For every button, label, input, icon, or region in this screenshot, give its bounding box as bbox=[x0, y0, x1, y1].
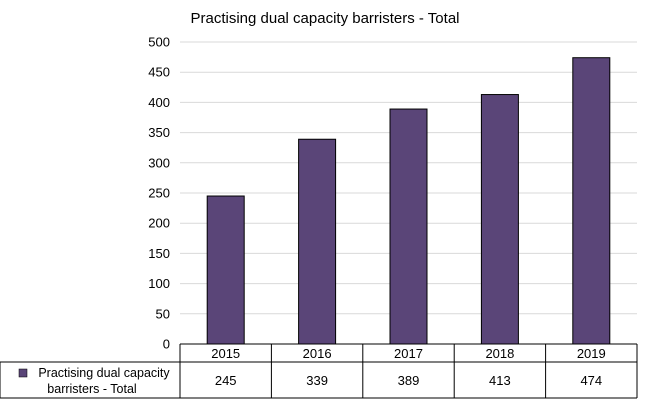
data-label: 339 bbox=[306, 373, 328, 388]
bar-2017 bbox=[389, 108, 428, 345]
y-tick-label: 300 bbox=[148, 155, 170, 170]
y-tick-label: 200 bbox=[148, 216, 170, 231]
y-axis-ticks: 0 50 100 150 200 250 300 350 400 450 500 bbox=[148, 35, 170, 352]
data-table: 2015 245 2016 339 2017 389 2018 413 2019 474 bbox=[0, 343, 638, 399]
bar-2016 bbox=[298, 138, 337, 345]
y-tick-label: 150 bbox=[148, 246, 170, 261]
x-tick-label: 2019 bbox=[577, 346, 606, 361]
x-tick-label: 2018 bbox=[485, 346, 514, 361]
x-tick-label: 2015 bbox=[211, 346, 240, 361]
bar-2015 bbox=[206, 195, 245, 345]
y-tick-label: 500 bbox=[148, 35, 170, 50]
legend-swatch bbox=[18, 368, 28, 378]
data-label: 389 bbox=[398, 373, 420, 388]
y-tick-label: 400 bbox=[148, 95, 170, 110]
bar-2018 bbox=[480, 94, 519, 345]
x-tick-label: 2017 bbox=[394, 346, 423, 361]
y-tick-label: 0 bbox=[163, 337, 170, 352]
legend-label-line-1: Practising dual capacity bbox=[38, 366, 170, 380]
chart-title: Practising dual capacity barristers - To… bbox=[190, 10, 459, 27]
y-tick-label: 250 bbox=[148, 186, 170, 201]
y-tick-label: 100 bbox=[148, 276, 170, 291]
legend-label-line-2: barristers - Total bbox=[47, 382, 136, 396]
data-label: 413 bbox=[489, 373, 511, 388]
bar-2019 bbox=[572, 57, 611, 345]
y-tick-label: 450 bbox=[148, 65, 170, 80]
bars bbox=[206, 57, 611, 345]
data-label: 245 bbox=[215, 373, 237, 388]
y-tick-label: 350 bbox=[148, 125, 170, 140]
data-label: 474 bbox=[580, 373, 602, 388]
legend: Practising dual capacity barristers - Tot… bbox=[18, 366, 170, 396]
y-tick-label: 50 bbox=[156, 306, 170, 321]
x-tick-label: 2016 bbox=[303, 346, 332, 361]
